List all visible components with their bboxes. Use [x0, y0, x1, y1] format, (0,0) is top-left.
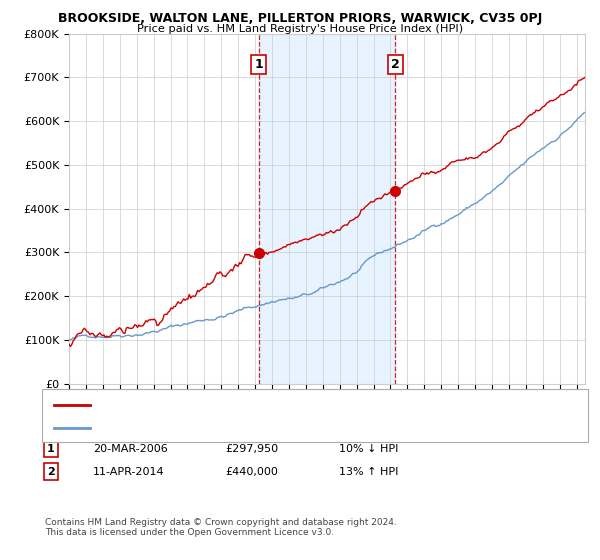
- Text: BROOKSIDE, WALTON LANE, PILLERTON PRIORS,  WARWICK, CV35 0PJ (detached house): BROOKSIDE, WALTON LANE, PILLERTON PRIORS…: [96, 400, 525, 410]
- Text: Contains HM Land Registry data © Crown copyright and database right 2024.
This d: Contains HM Land Registry data © Crown c…: [45, 518, 397, 538]
- Bar: [259, 34, 395, 384]
- Text: 1: 1: [254, 58, 263, 71]
- Text: HPI: Average price, detached house, Stratford-on-Avon: HPI: Average price, detached house, Stra…: [96, 423, 363, 433]
- Text: 2: 2: [391, 58, 400, 71]
- Text: £297,950: £297,950: [225, 444, 278, 454]
- Text: 20-MAR-2006: 20-MAR-2006: [93, 444, 168, 454]
- Text: 13% ↑ HPI: 13% ↑ HPI: [339, 466, 398, 477]
- Text: £440,000: £440,000: [225, 466, 278, 477]
- Text: BROOKSIDE, WALTON LANE, PILLERTON PRIORS, WARWICK, CV35 0PJ: BROOKSIDE, WALTON LANE, PILLERTON PRIORS…: [58, 12, 542, 25]
- Text: Price paid vs. HM Land Registry's House Price Index (HPI): Price paid vs. HM Land Registry's House …: [137, 24, 463, 34]
- Text: 11-APR-2014: 11-APR-2014: [93, 466, 164, 477]
- Text: 1: 1: [47, 444, 55, 454]
- Text: 10% ↓ HPI: 10% ↓ HPI: [339, 444, 398, 454]
- Text: 2: 2: [47, 466, 55, 477]
